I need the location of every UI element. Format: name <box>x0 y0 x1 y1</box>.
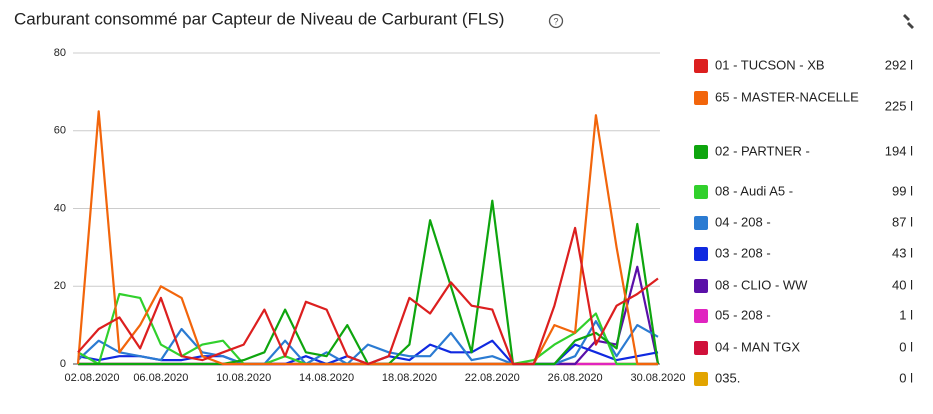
chart-title: Carburant consommé par Capteur de Niveau… <box>14 9 504 28</box>
legend-total: 1 l <box>899 307 913 322</box>
legend-total: 292 l <box>885 57 913 72</box>
x-tick-label: 14.08.2020 <box>299 372 354 384</box>
legend-label: 035. <box>715 370 740 385</box>
x-tick-label: 30.08.2020 <box>630 372 685 384</box>
legend-label: 01 - TUCSON - XB <box>715 57 825 72</box>
series-line <box>77 226 659 366</box>
series-line <box>77 320 659 366</box>
legend-total: 43 l <box>892 245 913 260</box>
series-line <box>78 199 660 366</box>
svg-text:?: ? <box>553 16 558 26</box>
legend-label: 05 - 208 - <box>715 307 771 322</box>
y-tick-label: 60 <box>54 125 66 137</box>
legend-swatch <box>694 185 708 199</box>
legend-label: 65 - MASTER-NACELLE <box>715 89 859 104</box>
x-tick-label: 22.08.2020 <box>465 372 520 384</box>
legend-swatch <box>694 372 708 386</box>
legend-swatch <box>694 341 708 355</box>
legend-label: 08 - CLIO - WW <box>715 277 808 292</box>
x-tick-label: 10.08.2020 <box>216 372 271 384</box>
legend-label: 03 - 208 - <box>715 245 771 260</box>
legend-total: 0 l <box>899 370 913 385</box>
y-tick-label: 0 <box>60 358 66 370</box>
legend-label: 04 - MAN TGX <box>715 339 800 354</box>
x-tick-label: 26.08.2020 <box>548 372 603 384</box>
legend-total: 40 l <box>892 277 913 292</box>
y-tick-label: 80 <box>54 47 66 59</box>
legend-label: 08 - Audi A5 - <box>715 183 793 198</box>
settings-icon[interactable] <box>903 14 914 29</box>
legend-total: 194 l <box>885 143 913 158</box>
y-tick-label: 20 <box>54 280 66 292</box>
legend-swatch <box>694 91 708 105</box>
series-line <box>76 110 658 366</box>
legend-total: 225 l <box>885 98 913 113</box>
x-tick-label: 18.08.2020 <box>382 372 437 384</box>
legend-label: 04 - 208 - <box>715 214 771 229</box>
x-tick-label: 06.08.2020 <box>133 372 188 384</box>
legend-label: 02 - PARTNER - <box>715 143 810 158</box>
legend-swatch <box>694 247 708 261</box>
legend-total: 0 l <box>899 339 913 354</box>
legend-total: 99 l <box>892 183 913 198</box>
legend-swatch <box>694 145 708 159</box>
legend-swatch <box>694 279 708 293</box>
x-tick-label: 02.08.2020 <box>64 372 119 384</box>
legend-swatch <box>694 309 708 323</box>
y-tick-label: 40 <box>54 202 66 214</box>
legend-swatch <box>694 59 708 73</box>
legend-swatch <box>694 216 708 230</box>
legend-total: 87 l <box>892 214 913 229</box>
help-icon[interactable]: ? <box>548 13 564 29</box>
